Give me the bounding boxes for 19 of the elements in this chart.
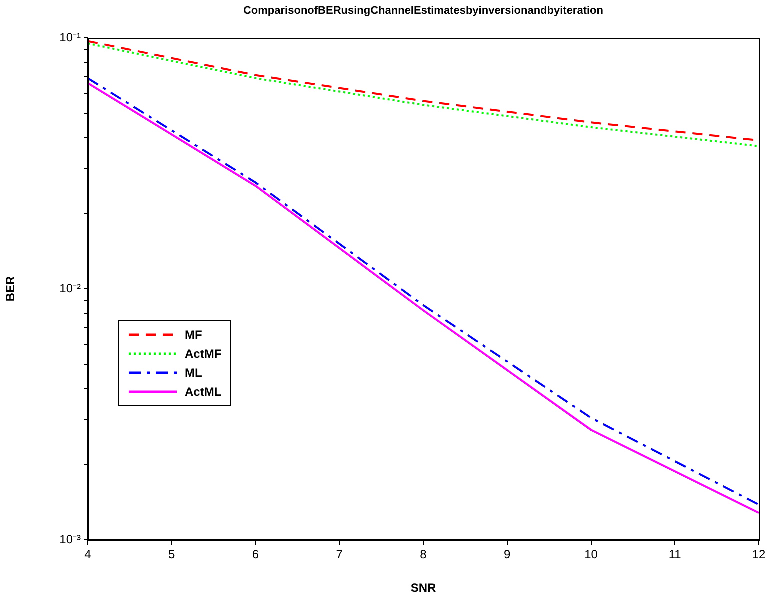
x-tick-label: 11 bbox=[668, 548, 682, 562]
y-tick-label: 10⁻³ bbox=[60, 532, 82, 546]
x-tick-label: 12 bbox=[752, 548, 766, 562]
x-tick-label: 6 bbox=[252, 548, 260, 562]
x-tick-label: 5 bbox=[168, 548, 176, 562]
legend-label: ActMF bbox=[185, 346, 222, 360]
x-tick-label: 7 bbox=[336, 548, 344, 562]
legend-label: MF bbox=[185, 328, 202, 342]
legend-label: ML bbox=[185, 366, 202, 380]
chart-title: ComparisonofBERusingChannelEstimatesbyinversionandbyiteration bbox=[242, 5, 604, 17]
x-axis-title: SNR bbox=[410, 581, 436, 596]
y-tick-label: 10⁻² bbox=[60, 281, 82, 296]
x-tick-label: 10 bbox=[584, 548, 598, 562]
y-tick-label: 10⁻¹ bbox=[60, 30, 82, 44]
y-axis-title: BER bbox=[4, 276, 18, 302]
legend-label: ActML bbox=[185, 384, 222, 398]
x-tick-label: 8 bbox=[420, 548, 428, 562]
x-tick-label: 4 bbox=[84, 548, 92, 562]
x-tick-label: 9 bbox=[504, 548, 512, 562]
